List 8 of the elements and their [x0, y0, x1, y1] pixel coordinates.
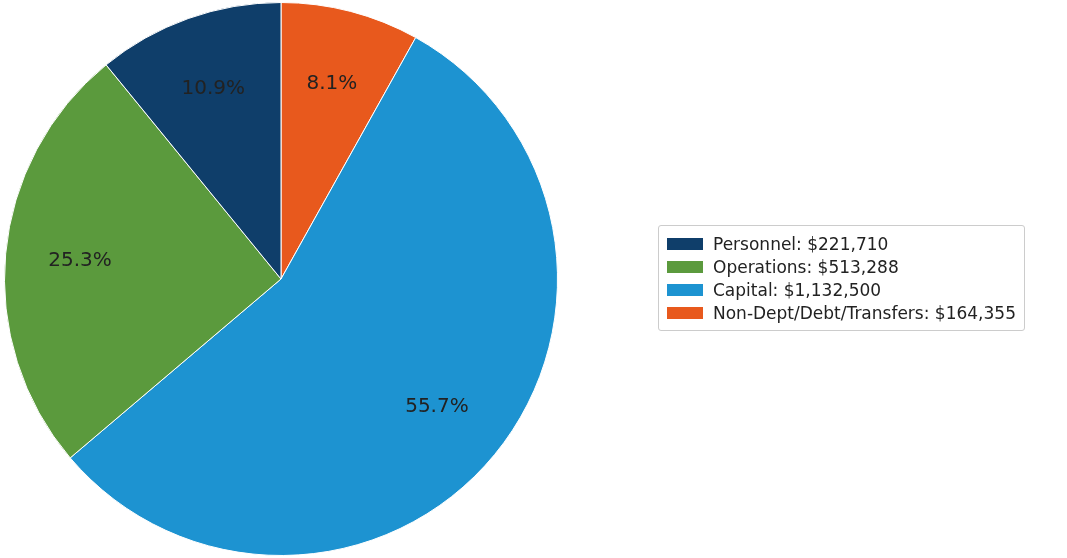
data-label: 10.9% — [181, 75, 245, 100]
legend-label: Non-Dept/Debt/Transfers: $164,355 — [713, 302, 1016, 323]
legend-label: Personnel: $221,710 — [713, 233, 889, 254]
data-label: 8.1% — [306, 69, 358, 94]
data-label: 55.7% — [405, 393, 469, 418]
legend-label: Capital: $1,132,500 — [713, 279, 882, 300]
legend-label: Operations: $513,288 — [713, 256, 899, 277]
data-label: 25.3% — [48, 246, 112, 271]
